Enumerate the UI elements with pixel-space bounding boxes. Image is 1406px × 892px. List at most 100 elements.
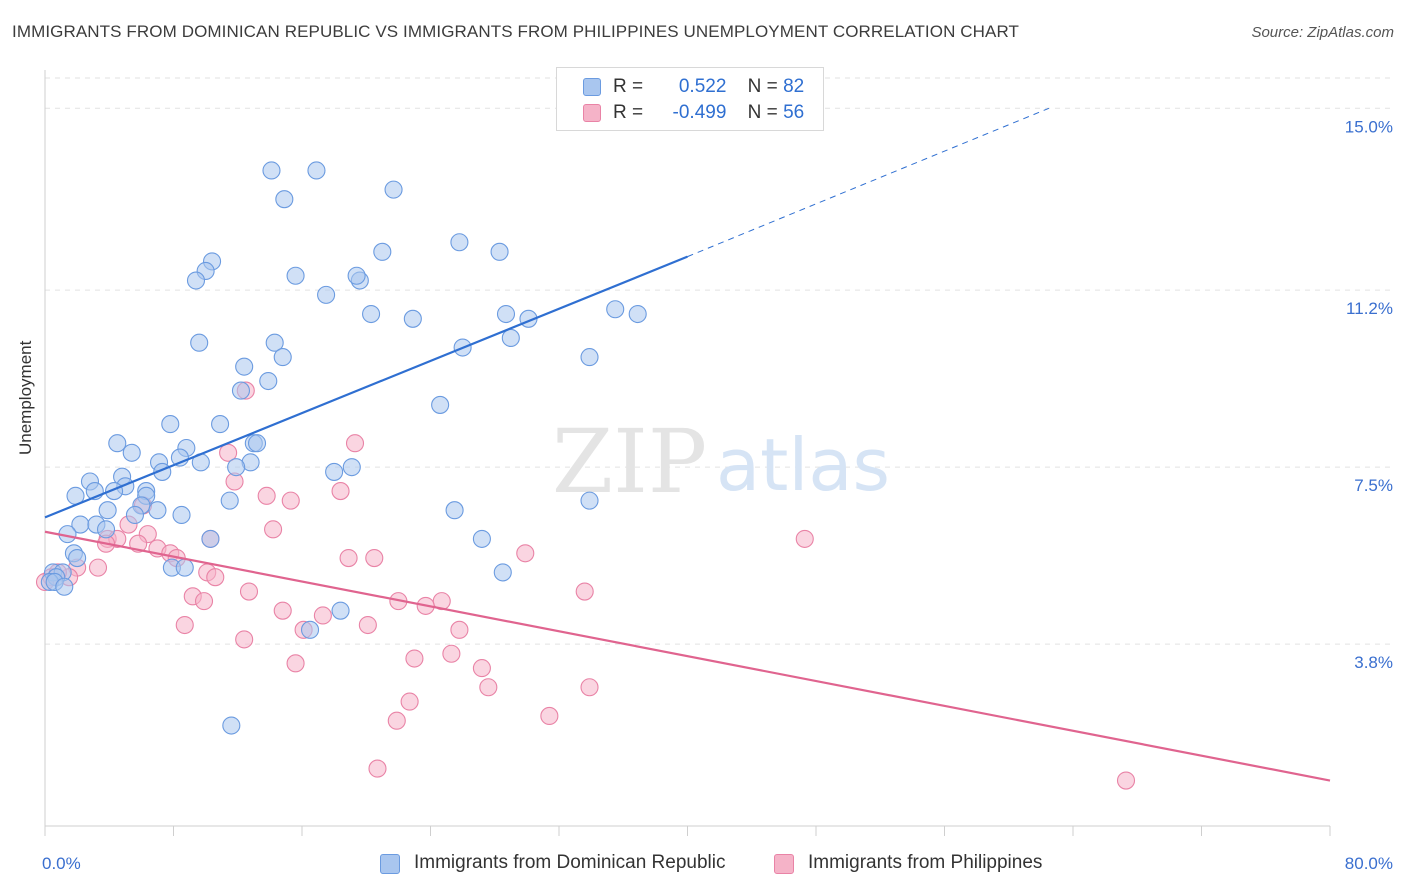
philippines-point [345,434,365,453]
dominican-point [273,348,292,367]
source-credit: Source: ZipAtlas.com [1251,24,1394,41]
dominican-point [222,716,241,735]
dominican-point [108,434,127,453]
bottom-legend-swatch-dominican [380,854,400,874]
dominican-point [317,285,336,304]
dominican-point [98,501,117,520]
dominican-point [493,563,512,582]
dominican-point [55,577,74,596]
tick-labels: 3.8% 7.5% 11.2% 15.0% 0.0% 80.0% [42,117,1393,873]
legend-n-value: 56 [783,102,805,123]
y-tick-label: 3.8% [1354,653,1393,672]
legend-r-label: R = [613,76,644,97]
dominican-point [490,242,509,261]
dominican-point [501,328,520,347]
philippines-point [235,630,254,649]
dominican-point [445,501,464,520]
dominican-point [190,333,209,352]
x-tick-label: 80.0% [1345,854,1393,873]
y-tick-label: 15.0% [1345,117,1393,136]
dominican-point [325,462,344,481]
dominican-point [606,300,625,319]
philippines-point [194,592,214,611]
dominican-point [265,333,284,352]
watermark: ZIP atlas [552,410,890,513]
dominican-point [186,271,206,290]
philippines-point [206,568,225,587]
legend-swatch-dominican [583,78,601,96]
dominican-trend-line [44,255,688,519]
philippines-point [331,482,350,501]
philippines-point [540,706,559,725]
x-tick-label: 0.0% [42,854,81,873]
dominican-point [227,458,246,477]
philippines-trend-line [44,530,1331,782]
dominican-point [148,501,167,520]
chart-title: IMMIGRANTS FROM DOMINICAN REPUBLIC VS IM… [12,22,1020,41]
dominican-point [122,443,141,462]
dominican-point [220,491,239,510]
watermark-zip: ZIP [552,410,707,513]
philippines-point [472,659,491,678]
dominican-point [96,520,116,539]
dominican-point [286,266,305,285]
y-tick-label: 11.2% [1346,299,1393,318]
trend-lines [44,107,1331,782]
philippines-point [795,529,814,548]
philippines-point [479,678,498,697]
dominican-point [347,266,366,285]
dominican-point [431,395,450,414]
dominican-point [300,620,320,639]
legend-n-label: N = [747,76,778,97]
dominican-point [342,458,361,477]
legend-r-label: R = [613,102,644,123]
axes [44,70,1331,836]
philippines-point [175,615,194,635]
philippines-point [387,711,406,730]
dominican-point [262,161,281,180]
legend-swatch-philippines [583,104,601,122]
philippines-point [400,692,419,711]
philippines-point [365,549,384,568]
philippines-point [219,443,238,462]
philippines-point [264,520,283,539]
philippines-point [273,601,292,620]
philippines-point [257,486,276,505]
dominican-point [125,505,144,525]
philippines-point [286,654,305,673]
philippines-point [450,620,469,639]
dominican-point [161,415,180,434]
philippines-point [358,615,377,635]
watermark-atlas: atlas [716,423,890,507]
dominican-point [68,549,87,568]
philippines-point [1116,771,1136,790]
dominican-point [362,304,381,324]
dominican-point [307,161,326,180]
legend-n-label: N = [747,102,778,123]
legend-r-value: -0.499 [672,102,727,123]
bottom-legend-label-dominican: Immigrants from Dominican Republic [414,852,726,873]
y-axis-label: Unemployment [16,340,35,455]
philippines-point [575,582,594,601]
philippines-point [313,606,332,625]
dominican-point [403,309,422,328]
dominican-point [628,304,647,324]
bottom-legend-swatch-philippines [774,854,794,874]
dominican-point [450,233,469,252]
philippines-point [339,549,358,568]
dominican-point [580,348,599,367]
y-tick-label: 7.5% [1354,476,1393,495]
dominican-point [384,180,403,199]
dominican-point [231,381,251,400]
philippines-point [516,544,535,563]
dominican-point [175,558,194,577]
dominican-point [247,434,267,453]
legend-r-value: 0.522 [678,76,727,97]
dominican-point [172,505,191,525]
dominican-point [373,242,392,261]
dominican-point [275,190,294,209]
bottom-legend-label-philippines: Immigrants from Philippines [808,852,1043,873]
philippines-point [281,491,300,510]
philippines-point [368,759,387,778]
